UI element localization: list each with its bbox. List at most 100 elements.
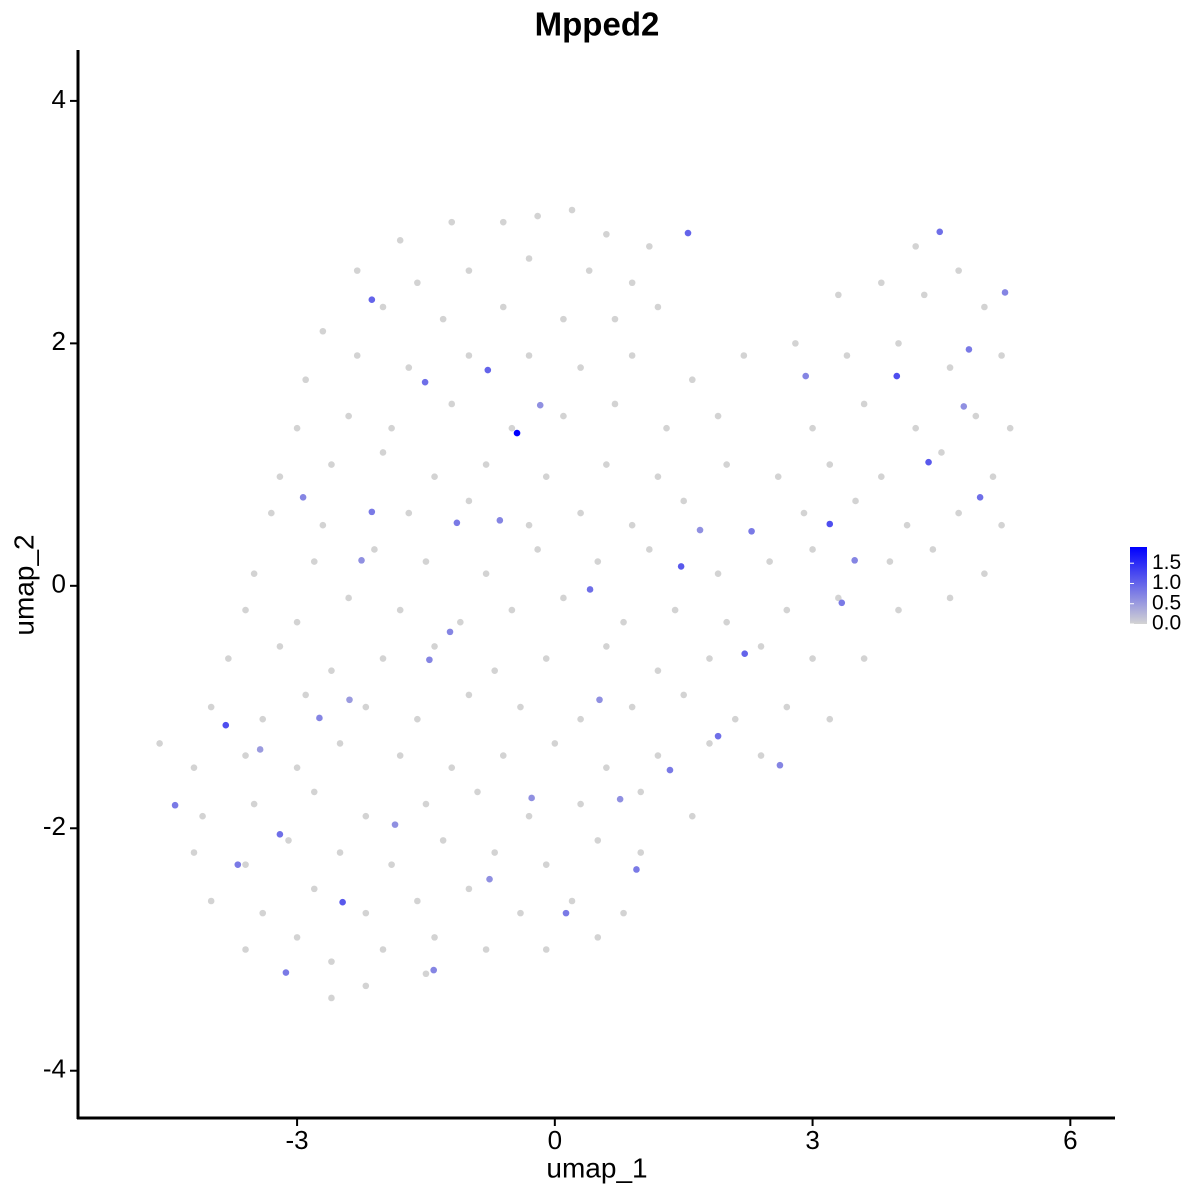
point xyxy=(603,643,610,650)
point xyxy=(457,618,464,626)
point xyxy=(448,400,456,408)
point xyxy=(379,946,387,953)
point xyxy=(542,861,550,868)
point xyxy=(453,519,461,527)
point xyxy=(379,303,387,311)
point xyxy=(792,340,799,347)
point xyxy=(860,655,868,662)
point xyxy=(577,509,584,517)
point xyxy=(654,752,662,759)
point xyxy=(878,473,885,481)
point xyxy=(835,291,842,299)
point xyxy=(250,570,258,577)
point xyxy=(276,831,284,838)
y-axis-title: umap_2 xyxy=(8,534,39,635)
point xyxy=(666,766,674,774)
point xyxy=(388,861,395,868)
y-tick-label: -2 xyxy=(43,811,66,841)
point xyxy=(414,897,421,905)
point xyxy=(671,606,679,614)
point xyxy=(654,303,662,311)
point xyxy=(316,714,323,722)
point xyxy=(259,909,267,917)
point xyxy=(611,315,619,323)
point xyxy=(225,655,232,662)
point xyxy=(242,861,249,868)
point xyxy=(439,315,447,323)
point xyxy=(396,237,404,244)
point xyxy=(972,412,980,420)
point xyxy=(242,752,249,759)
point xyxy=(431,934,438,941)
point xyxy=(800,509,808,517)
point xyxy=(1006,424,1014,432)
point xyxy=(285,837,292,844)
point xyxy=(542,655,550,662)
point xyxy=(714,412,722,420)
point xyxy=(310,885,318,893)
point xyxy=(499,303,507,311)
point xyxy=(568,206,576,214)
point xyxy=(388,424,395,432)
point xyxy=(446,628,454,636)
point xyxy=(268,509,275,517)
point xyxy=(328,958,335,965)
x-tick-label: 0 xyxy=(548,1125,562,1155)
x-tick-label: 3 xyxy=(805,1125,819,1155)
point xyxy=(998,352,1005,359)
point xyxy=(852,497,859,505)
point xyxy=(465,267,473,274)
point xyxy=(628,352,636,359)
points xyxy=(156,206,1014,1002)
point xyxy=(353,267,361,274)
point xyxy=(677,563,685,570)
point xyxy=(802,372,810,380)
point xyxy=(783,606,791,614)
point xyxy=(577,800,584,808)
point xyxy=(766,558,773,565)
point xyxy=(680,497,688,505)
point xyxy=(568,897,576,905)
point xyxy=(637,849,645,856)
point xyxy=(912,243,919,250)
point xyxy=(207,897,215,905)
point xyxy=(646,546,653,553)
point xyxy=(448,218,456,226)
point xyxy=(860,400,868,408)
point xyxy=(1001,289,1009,296)
point xyxy=(560,594,567,602)
point xyxy=(895,340,902,347)
point xyxy=(328,461,335,468)
point xyxy=(422,970,430,978)
point xyxy=(603,764,610,771)
point xyxy=(486,875,493,883)
point xyxy=(422,558,430,565)
point xyxy=(542,473,550,481)
color-tick-label: 1.5 xyxy=(1152,551,1181,574)
point xyxy=(414,715,421,723)
point xyxy=(484,366,492,374)
point xyxy=(517,703,524,711)
point xyxy=(646,243,653,250)
point xyxy=(981,303,988,311)
x-tick-label: -3 xyxy=(286,1125,309,1155)
point xyxy=(826,461,834,468)
point xyxy=(628,703,636,711)
point xyxy=(474,788,481,796)
point xyxy=(594,837,602,844)
point xyxy=(981,570,988,577)
point xyxy=(430,966,437,974)
point xyxy=(465,497,473,505)
point xyxy=(620,909,627,917)
point xyxy=(421,378,429,386)
point xyxy=(714,570,722,577)
point xyxy=(723,461,730,468)
point xyxy=(536,401,544,409)
point xyxy=(603,230,610,238)
point xyxy=(946,364,954,371)
point xyxy=(688,376,696,384)
point xyxy=(242,946,249,953)
point xyxy=(439,837,447,844)
point xyxy=(637,788,645,796)
